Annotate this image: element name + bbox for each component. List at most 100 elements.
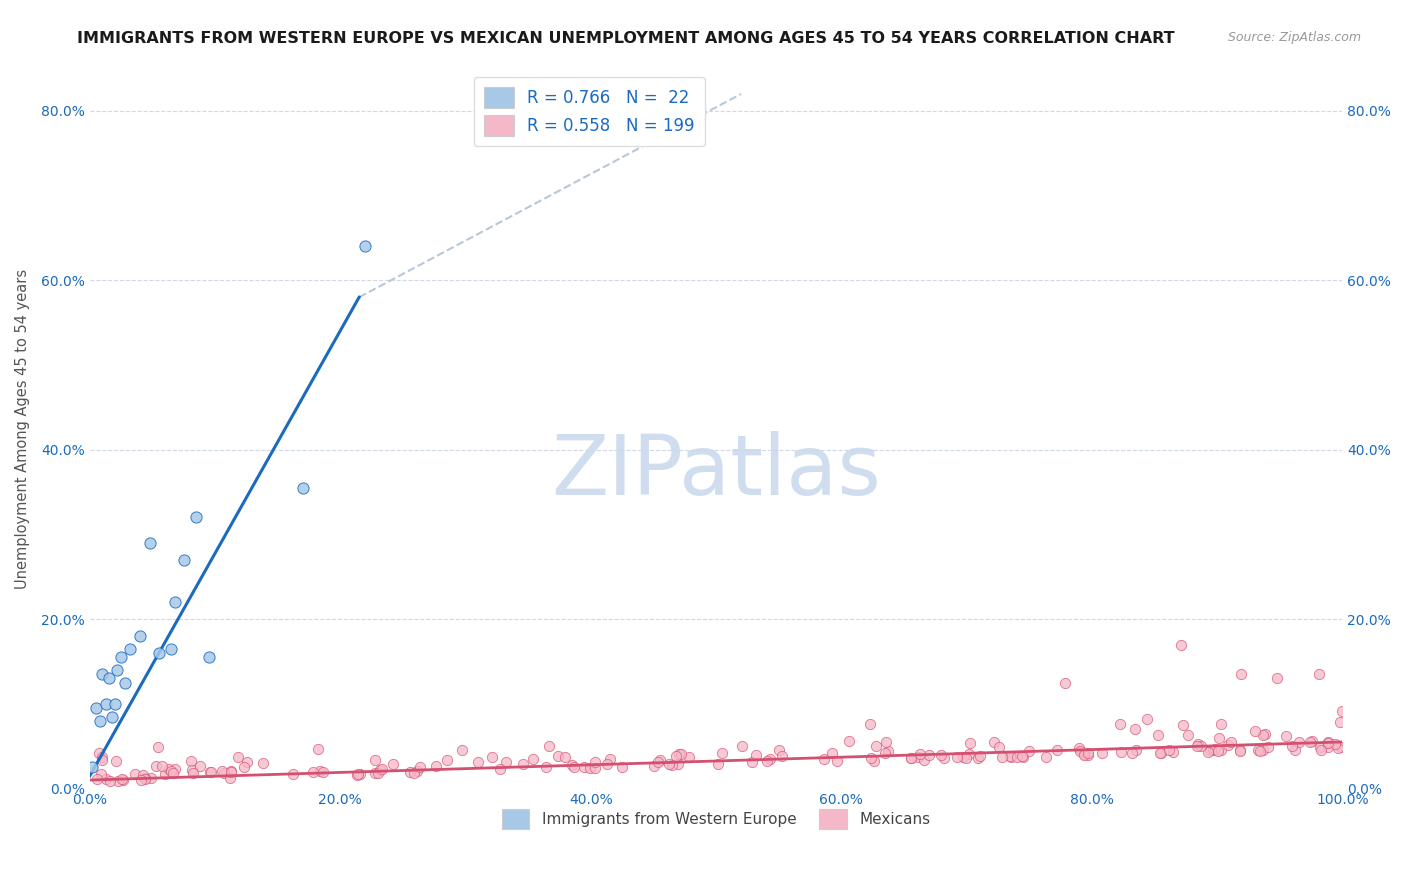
Point [1257,740,1279,755]
Point [666,757,689,772]
Point [1253,728,1275,742]
Point [877,744,900,758]
Point [1187,737,1209,751]
Point [658,756,681,771]
Point [1018,744,1040,758]
Point [107,773,129,788]
Point [744,747,766,762]
Point [124,767,146,781]
Point [813,752,835,766]
Point [157,762,180,776]
Point [1197,745,1219,759]
Point [219,764,242,779]
Text: Source: ZipAtlas.com: Source: ZipAtlas.com [1227,31,1361,45]
Point [599,752,621,766]
Point [211,764,233,778]
Point [118,641,141,656]
Point [233,760,256,774]
Point [145,759,167,773]
Point [381,756,404,771]
Point [983,735,1005,749]
Point [908,747,931,761]
Point [1284,743,1306,757]
Y-axis label: Unemployment Among Ages 45 to 54 years: Unemployment Among Ages 45 to 54 years [15,268,30,589]
Text: ZIPatlas: ZIPatlas [551,431,882,512]
Point [1170,638,1192,652]
Point [363,766,385,780]
Point [1077,746,1099,760]
Point [139,536,162,550]
Point [1329,714,1351,729]
Point [1206,744,1229,758]
Point [912,753,935,767]
Point [955,751,977,765]
Point [1330,739,1353,754]
Point [134,772,156,786]
Point [1229,743,1251,757]
Point [200,764,222,779]
Point [481,750,503,764]
Point [1069,741,1091,756]
Point [1069,744,1091,758]
Point [354,239,377,253]
Point [110,772,132,786]
Point [534,760,557,774]
Point [101,709,124,723]
Point [1309,739,1331,754]
Point [1159,743,1181,757]
Point [1053,675,1076,690]
Point [346,767,368,781]
Point [768,743,790,757]
Point [467,756,489,770]
Point [163,595,186,609]
Point [160,641,183,656]
Point [875,735,897,749]
Point [929,748,952,763]
Point [770,749,793,764]
Point [84,701,107,715]
Point [1109,745,1132,759]
Point [583,755,606,769]
Point [312,764,335,779]
Point [105,754,128,768]
Point [1187,739,1209,754]
Point [1317,736,1340,750]
Point [562,760,585,774]
Point [1108,716,1130,731]
Point [114,675,136,690]
Point [907,750,929,764]
Point [212,766,235,780]
Point [821,746,844,760]
Point [1288,735,1310,749]
Point [1007,750,1029,764]
Point [1177,729,1199,743]
Point [647,755,669,769]
Point [1171,718,1194,732]
Point [1204,741,1226,756]
Point [181,766,204,780]
Point [1316,740,1339,755]
Point [863,754,886,768]
Point [706,756,728,771]
Point [1123,723,1146,737]
Point [1330,704,1353,718]
Point [180,754,202,768]
Point [932,750,955,764]
Point [1216,738,1239,752]
Point [425,758,447,772]
Point [162,766,184,780]
Point [859,716,882,731]
Point [669,747,692,761]
Point [1301,733,1323,747]
Point [368,764,391,778]
Point [198,650,221,665]
Point [1230,667,1253,681]
Point [1323,737,1346,751]
Point [1209,743,1232,757]
Point [1299,734,1322,748]
Point [1308,667,1330,681]
Point [1091,746,1114,760]
Point [148,739,170,754]
Point [129,772,152,787]
Point [489,762,512,776]
